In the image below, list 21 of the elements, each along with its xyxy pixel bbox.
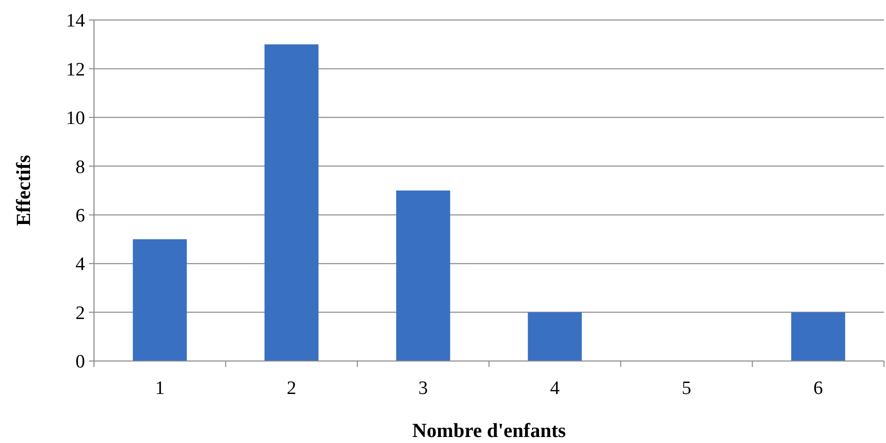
y-tick-label: 6 — [76, 206, 85, 227]
y-tick-label: 12 — [66, 59, 85, 80]
bar — [132, 239, 187, 361]
y-tick-label: 8 — [76, 156, 85, 178]
y-tick-label: 14 — [66, 10, 86, 32]
y-tick-label: 10 — [66, 108, 85, 130]
bar — [264, 44, 318, 361]
bar — [396, 190, 450, 361]
x-tick-label: 1 — [155, 378, 165, 399]
x-tick-label: 3 — [418, 378, 428, 399]
x-tick-label: 4 — [550, 378, 560, 399]
x-axis-title: Nombre d'enfants — [412, 420, 566, 442]
x-tick-label: 5 — [682, 378, 692, 399]
x-tick-label: 6 — [813, 378, 823, 399]
x-tick-label: 2 — [286, 378, 296, 399]
y-tick-label: 2 — [76, 302, 85, 324]
bar — [791, 312, 846, 361]
y-tick-label: 0 — [76, 352, 85, 373]
bar — [528, 312, 582, 361]
y-axis-title: Effectifs — [13, 154, 35, 226]
y-tick-label: 4 — [76, 254, 86, 276]
